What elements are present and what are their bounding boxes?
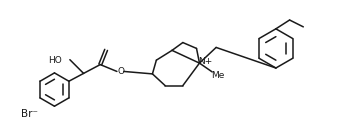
Text: HO: HO — [48, 56, 62, 65]
Text: N+: N+ — [198, 57, 212, 66]
Text: Br⁻: Br⁻ — [21, 109, 38, 119]
Text: O: O — [117, 67, 124, 76]
Text: Me: Me — [211, 71, 225, 80]
